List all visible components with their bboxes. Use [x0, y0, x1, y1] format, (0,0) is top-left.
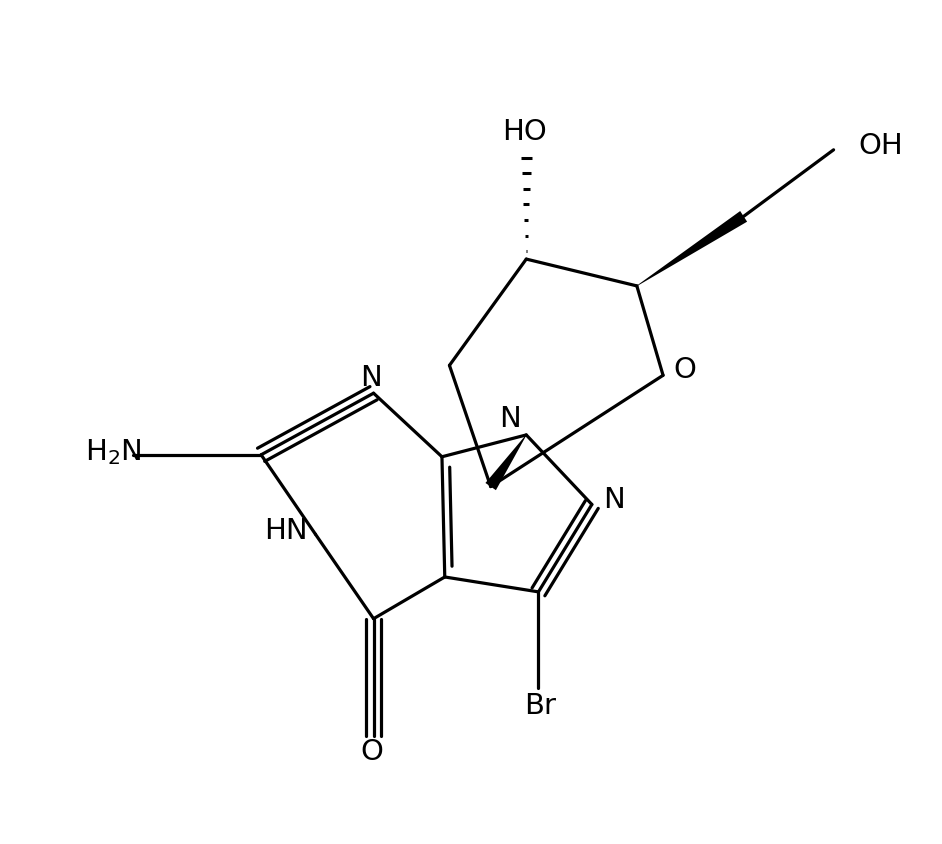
- Text: HN: HN: [265, 517, 308, 544]
- Text: HO: HO: [502, 118, 547, 146]
- Polygon shape: [485, 435, 527, 490]
- Text: H$_2$N: H$_2$N: [85, 437, 141, 467]
- Text: O: O: [674, 356, 696, 384]
- Text: N: N: [360, 365, 382, 392]
- Text: Br: Br: [524, 692, 556, 720]
- Text: O: O: [361, 738, 383, 766]
- Text: N: N: [603, 486, 625, 514]
- Text: N: N: [499, 405, 521, 433]
- Text: OH: OH: [858, 133, 903, 160]
- Polygon shape: [637, 211, 747, 286]
